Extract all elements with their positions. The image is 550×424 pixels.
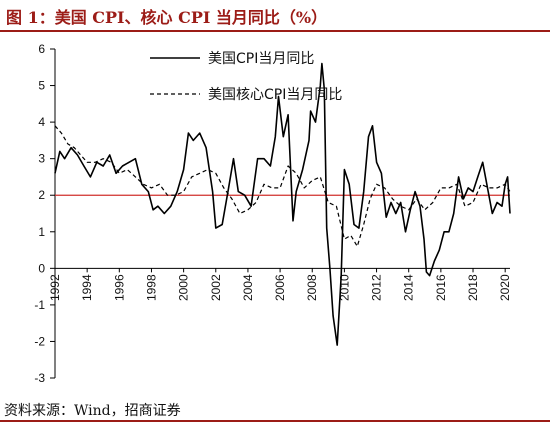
core-cpi-series-line <box>54 125 511 247</box>
cpi-series-line <box>54 62 511 346</box>
x-tick-label: 2020 <box>498 274 512 301</box>
y-tick-label: 4 <box>38 115 45 129</box>
y-tick-label: 3 <box>38 152 45 166</box>
x-tick-label: 2014 <box>402 274 416 301</box>
y-tick-label: -2 <box>34 334 45 348</box>
x-tick-label: 2004 <box>241 274 255 301</box>
x-tick-label: 2008 <box>305 274 319 301</box>
x-tick-label: 2000 <box>177 274 191 301</box>
legend-label-cpi: 美国CPI当月同比 <box>208 51 314 67</box>
figure-title: 图 1：美国 CPI、核心 CPI 当月同比（%） <box>6 8 328 27</box>
x-tick-label: 2002 <box>209 274 223 301</box>
legend-label-core-cpi: 美国核心CPI当月同比 <box>208 87 342 103</box>
y-tick-label: -3 <box>34 371 45 385</box>
x-tick-label: 2012 <box>370 274 384 301</box>
series-group <box>54 62 511 346</box>
y-tick-label: 0 <box>38 261 45 275</box>
bottom-rule <box>0 420 550 422</box>
x-tick-label: 1996 <box>112 274 126 301</box>
x-tick-label: 2018 <box>466 274 480 301</box>
x-tick-label: 2006 <box>273 274 287 301</box>
y-tick-label: 2 <box>38 188 45 202</box>
source-note: 资料来源：Wind，招商证券 <box>4 403 181 419</box>
x-tick-label: 1994 <box>80 274 94 301</box>
x-tick-label: 1992 <box>48 274 62 301</box>
title-rule <box>0 30 550 32</box>
cpi-line-chart: -3 -2 -1 0 1 2 3 4 5 6 1992 1994 1996 1998 2000 2002 200… <box>34 42 512 385</box>
y-tick-label: 1 <box>38 225 45 239</box>
y-tick-label: -1 <box>34 298 45 312</box>
x-tick-label: 2016 <box>434 274 448 301</box>
y-tick-label: 5 <box>38 79 45 93</box>
y-tick-label: 6 <box>38 42 45 56</box>
x-tick-label: 1998 <box>144 274 158 301</box>
